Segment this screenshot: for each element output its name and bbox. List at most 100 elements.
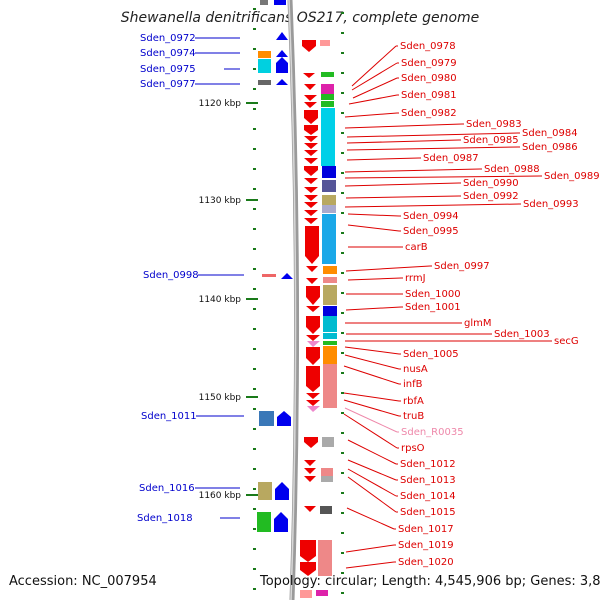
gene-label-right[interactable]: Sden_1001 [405, 302, 461, 313]
gene-block-sden-1018[interactable] [257, 512, 271, 532]
gene-block[interactable] [323, 266, 337, 274]
gene-label-right[interactable]: Sden_0985 [463, 135, 519, 146]
reverse-gene-arrow[interactable] [300, 540, 316, 562]
gene-block-sden-0977[interactable] [258, 80, 271, 85]
gene-block[interactable] [320, 506, 332, 514]
reverse-gene-arrow[interactable] [304, 187, 318, 193]
reverse-gene-arrow[interactable] [306, 347, 320, 365]
gene-label-right[interactable]: secG [554, 336, 579, 347]
forward-gene-arrow[interactable] [276, 57, 288, 73]
gene-label-right[interactable]: Sden_0984 [522, 128, 578, 139]
reverse-gene-arrow[interactable] [300, 562, 316, 576]
reverse-gene-arrow[interactable] [304, 210, 318, 216]
reverse-gene-arrow[interactable] [304, 110, 318, 124]
gene-label-right[interactable]: Sden_1003 [494, 329, 550, 340]
gene-label-right[interactable]: Sden_1000 [405, 289, 461, 300]
gene-block[interactable] [323, 364, 337, 408]
gene-label-right[interactable]: carB [405, 242, 428, 253]
forward-gene-arrow[interactable] [274, 512, 288, 532]
gene-block[interactable] [322, 214, 336, 264]
reverse-gene-arrow[interactable] [304, 166, 318, 176]
reverse-gene-arrow[interactable] [306, 316, 320, 334]
gene-block[interactable] [321, 108, 335, 166]
reverse-gene-arrow[interactable] [304, 218, 318, 224]
reverse-gene-arrow[interactable] [304, 178, 318, 184]
gene-block-sden-0998[interactable] [262, 274, 276, 277]
reverse-gene-arrow[interactable] [304, 202, 318, 208]
gene-block-sden-0974[interactable] [258, 51, 271, 58]
gene-label-left[interactable]: Sden_0977 [140, 79, 196, 90]
reverse-gene-arrow[interactable] [304, 460, 316, 466]
gene-label-right[interactable]: Sden_1017 [398, 524, 454, 535]
reverse-gene-arrow[interactable] [304, 506, 316, 512]
gene-label-left[interactable]: Sden_0972 [140, 33, 196, 44]
gene-block[interactable] [260, 0, 268, 5]
gene-label-right[interactable]: Sden_0982 [401, 108, 457, 119]
gene-label-left[interactable]: Sden_0974 [140, 48, 196, 59]
reverse-gene-arrow[interactable] [304, 95, 317, 101]
gene-label-right[interactable]: Sden_0997 [434, 261, 490, 272]
reverse-gene-arrow[interactable] [304, 476, 316, 482]
gene-label-right[interactable]: glmM [464, 318, 492, 329]
gene-block[interactable] [318, 562, 332, 576]
reverse-gene-arrow[interactable] [304, 136, 318, 142]
gene-block[interactable] [318, 540, 332, 562]
gene-label-left[interactable]: Sden_0998 [143, 270, 199, 281]
gene-block[interactable] [321, 72, 334, 77]
gene-label-right[interactable]: infB [403, 379, 423, 390]
gene-label-right[interactable]: Sden_0994 [403, 211, 459, 222]
gene-label-left[interactable]: Sden_1018 [137, 513, 193, 524]
reverse-gene-arrow[interactable] [303, 73, 315, 78]
gene-label-right[interactable]: Sden_0995 [403, 226, 459, 237]
gene-label-right[interactable]: Sden_0979 [401, 58, 457, 69]
gene-block[interactable] [321, 468, 333, 476]
gene-block[interactable] [322, 180, 336, 192]
gene-block[interactable] [323, 346, 337, 364]
reverse-gene-arrow[interactable] [304, 158, 318, 164]
gene-label-left[interactable]: Sden_0975 [140, 64, 196, 75]
reverse-gene-arrow[interactable] [306, 278, 318, 284]
gene-block[interactable] [323, 285, 337, 305]
gene-block[interactable] [323, 341, 337, 345]
gene-label-right[interactable]: Sden_0980 [401, 73, 457, 84]
gene-block[interactable] [321, 101, 334, 107]
reverse-gene-arrow[interactable] [306, 366, 320, 392]
gene-label-right[interactable]: truB [403, 411, 424, 422]
gene-label-right[interactable]: rbfA [403, 396, 424, 407]
reverse-gene-arrow[interactable] [304, 468, 316, 474]
gene-block[interactable] [322, 437, 334, 447]
gene-label-right[interactable]: Sden_1020 [398, 557, 454, 568]
gene-label-right[interactable]: Sden_0990 [463, 178, 519, 189]
gene-block-sden-1016[interactable] [258, 482, 272, 500]
gene-block-sden-0975[interactable] [258, 59, 271, 73]
gene-label-right[interactable]: Sden_0988 [484, 164, 540, 175]
reverse-gene-arrow[interactable] [306, 400, 320, 406]
gene-label-left[interactable]: Sden_1011 [141, 411, 197, 422]
reverse-gene-arrow[interactable] [307, 341, 320, 347]
gene-label-right[interactable]: rrmJ [405, 273, 426, 284]
gene-label-right[interactable]: Sden_1013 [400, 475, 456, 486]
gene-block[interactable] [323, 277, 337, 283]
forward-gene-arrow[interactable] [276, 32, 288, 40]
reverse-gene-arrow[interactable] [306, 393, 320, 399]
reverse-gene-arrow[interactable] [304, 143, 318, 149]
gene-label-right[interactable]: rpsO [401, 443, 425, 454]
reverse-gene-arrow[interactable] [306, 335, 320, 341]
gene-label-right[interactable]: Sden_1005 [403, 349, 459, 360]
gene-block[interactable] [323, 306, 337, 316]
gene-label-right[interactable]: Sden_1014 [400, 491, 456, 502]
gene-label-right[interactable]: Sden_0978 [400, 41, 456, 52]
reverse-gene-arrow[interactable] [306, 286, 320, 305]
forward-gene-arrow[interactable] [277, 411, 291, 426]
reverse-gene-arrow[interactable] [304, 437, 318, 448]
forward-gene-arrow[interactable] [274, 0, 286, 5]
forward-gene-arrow[interactable] [276, 50, 288, 57]
reverse-gene-arrow[interactable] [307, 406, 320, 412]
reverse-gene-arrow[interactable] [304, 125, 318, 135]
gene-block[interactable] [321, 84, 334, 94]
forward-gene-arrow[interactable] [281, 273, 293, 279]
forward-gene-arrow[interactable] [276, 79, 288, 85]
gene-block-sden-1011[interactable] [259, 411, 274, 426]
reverse-gene-arrow[interactable] [306, 266, 318, 272]
gene-block[interactable] [300, 590, 312, 598]
